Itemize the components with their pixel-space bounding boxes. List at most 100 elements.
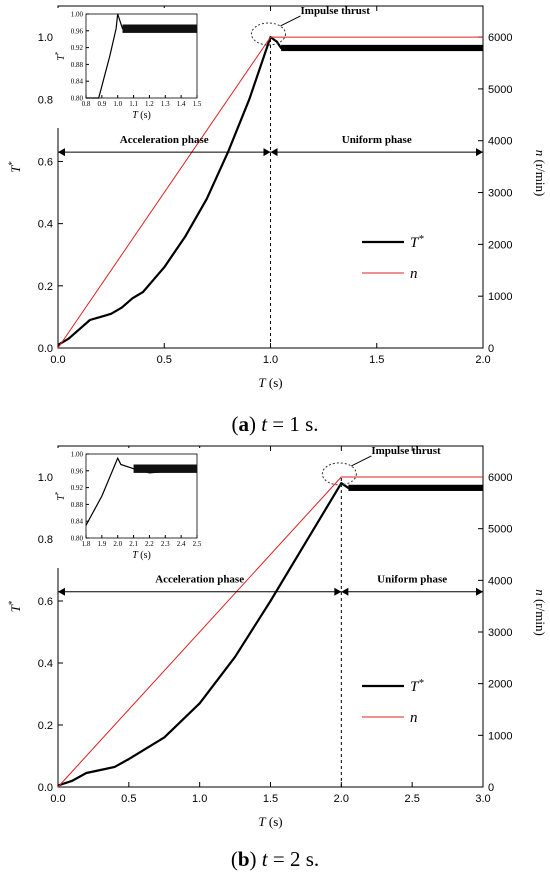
y-axis-label-left: T* bbox=[7, 600, 23, 612]
uniform-phase-label: Uniform phase bbox=[342, 134, 412, 146]
uniform-phase-label: Uniform phase bbox=[377, 574, 447, 586]
arrow-head-right bbox=[476, 148, 483, 157]
y-tick-label-left: 1.0 bbox=[38, 472, 53, 484]
impulse-marker bbox=[321, 462, 357, 486]
inset-y-tick-label: 0.92 bbox=[71, 44, 84, 52]
inset-y-tick-label: 1.00 bbox=[71, 11, 84, 19]
inset-y-tick-label: 0.96 bbox=[71, 467, 84, 475]
x-tick-label: 0.5 bbox=[157, 354, 172, 366]
y-tick-label-right: 5000 bbox=[488, 84, 512, 96]
x-tick-label: 1.0 bbox=[263, 354, 278, 366]
inset-x-tick-label: 1.3 bbox=[161, 100, 170, 108]
inset-x-tick-label: 2.3 bbox=[161, 540, 170, 548]
inset-y-tick-label: 0.84 bbox=[71, 518, 84, 526]
y-axis-label-left: T* bbox=[7, 161, 23, 173]
panel-caption: (b) t = 2 s. bbox=[231, 847, 319, 871]
x-tick-label: 1.5 bbox=[369, 354, 384, 366]
y-tick-label-right: 6000 bbox=[488, 32, 512, 44]
acceleration-arrow bbox=[58, 148, 271, 157]
uniform-arrow bbox=[341, 587, 483, 596]
inset-x-tick-label: 2.4 bbox=[177, 540, 186, 548]
y-tick-label-left: 0.2 bbox=[38, 720, 53, 732]
inset-x-tick-label: 2.1 bbox=[129, 540, 138, 548]
acceleration-arrow bbox=[58, 587, 342, 596]
impulse-leader bbox=[280, 15, 301, 27]
y-tick-label-right: 1000 bbox=[488, 730, 512, 742]
legend: T* n bbox=[362, 234, 424, 282]
inset-y-label: T* bbox=[54, 51, 67, 61]
y-tick-label-left: 0.8 bbox=[38, 534, 53, 546]
x-tick-label: 2.0 bbox=[334, 793, 349, 805]
series-line-n bbox=[57, 36, 483, 349]
x-tick-label: 3.0 bbox=[475, 793, 490, 805]
impulse-thrust-label: Impulse thrust bbox=[371, 445, 441, 457]
arrow-head-right bbox=[476, 587, 483, 596]
inset-x-tick-label: 1.2 bbox=[145, 100, 154, 108]
impulse-marker bbox=[251, 22, 286, 46]
uniform-arrow bbox=[270, 148, 483, 157]
y-tick-label-left: 0.0 bbox=[38, 782, 53, 794]
impulse-leader bbox=[351, 455, 372, 467]
y-tick-label-right: 2000 bbox=[488, 239, 512, 251]
y-tick-label-right: 1000 bbox=[488, 291, 512, 303]
arrow-head-right bbox=[263, 148, 271, 157]
y-tick-label-left: 0.4 bbox=[38, 219, 53, 231]
x-tick-label: 1.5 bbox=[263, 793, 278, 805]
x-tick-label: 2.0 bbox=[475, 354, 490, 366]
legend-label: n bbox=[410, 710, 418, 726]
inset-x-tick-label: 1.1 bbox=[129, 100, 138, 108]
inset-y-tick-label: 0.96 bbox=[71, 27, 84, 35]
inset-x-tick-label: 2.5 bbox=[193, 540, 202, 548]
x-axis-label: T (s) bbox=[258, 814, 282, 829]
inset-x-tick-label: 1.9 bbox=[97, 540, 106, 548]
inset-y-tick-label: 0.80 bbox=[71, 95, 84, 103]
y-tick-label-left: 0.6 bbox=[38, 596, 53, 608]
x-tick-label: 0.0 bbox=[50, 793, 65, 805]
uniform-oscillation-band bbox=[281, 44, 483, 52]
inset-x-tick-label: 2.2 bbox=[145, 540, 154, 548]
inset-x-label: T (s) bbox=[132, 550, 151, 561]
inset-x-tick-label: 0.9 bbox=[97, 100, 106, 108]
y-tick-label-right: 5000 bbox=[488, 524, 512, 536]
inset-oscillation-band bbox=[122, 24, 197, 33]
y-tick-label-right: 3000 bbox=[488, 627, 512, 639]
arrow-head-left bbox=[270, 148, 278, 157]
legend-label: n bbox=[410, 266, 418, 282]
panel-caption: (a) t = 1 s. bbox=[231, 412, 318, 436]
y-tick-label-left: 0.0 bbox=[38, 343, 53, 355]
arrow-head-left bbox=[58, 587, 65, 596]
y-tick-label-right: 6000 bbox=[488, 472, 512, 484]
legend: T* n bbox=[362, 678, 424, 726]
inset-x-tick-label: 1.5 bbox=[193, 100, 202, 108]
inset-y-label: T* bbox=[54, 491, 67, 501]
y-axis-label-right: n (r/min) bbox=[533, 589, 548, 636]
inset-x-tick-label: 2.0 bbox=[113, 540, 122, 548]
y-tick-label-right: 2000 bbox=[488, 679, 512, 691]
inset-y-tick-label: 1.00 bbox=[71, 451, 84, 459]
legend-label: T* bbox=[410, 678, 424, 696]
series-line-T-star bbox=[57, 35, 483, 346]
inset-x-tick-label: 1.8 bbox=[82, 540, 91, 548]
x-tick-label: 0.5 bbox=[121, 793, 136, 805]
acceleration-phase-label: Acceleration phase bbox=[120, 134, 209, 146]
y-tick-label-left: 0.4 bbox=[38, 658, 53, 670]
uniform-oscillation-band bbox=[348, 484, 483, 491]
chart-panel-b: 0.0 0.5 1.0 1.5 2.0 2.5 3.00.00.20.40.60.81.00… bbox=[7, 445, 548, 871]
y-tick-label-left: 0.2 bbox=[38, 281, 53, 293]
inset-y-tick-label: 0.88 bbox=[71, 501, 84, 509]
arrow-head-right bbox=[334, 587, 342, 596]
arrow-head-left bbox=[58, 148, 65, 157]
inset-frame bbox=[85, 13, 198, 99]
y-tick-label-right: 4000 bbox=[488, 136, 512, 148]
y-tick-label-right: 0 bbox=[488, 782, 494, 794]
inset-chart: 0.8 0.9 1.0 1.1 1.2 1.3 1.4 1.5 0.80 0.84 0.88 0.92… bbox=[54, 8, 203, 128]
series-line-n bbox=[57, 476, 483, 788]
x-tick-label: 1.0 bbox=[192, 793, 207, 805]
legend-label: T* bbox=[410, 234, 424, 252]
y-axis-label-right: n (r/min) bbox=[533, 150, 548, 197]
inset-y-tick-label: 0.88 bbox=[71, 61, 84, 69]
y-tick-label-left: 0.8 bbox=[38, 94, 53, 106]
chart-panel-a: 0.0 0.5 1.0 1.5 2.00.00.20.40.60.81.00100020… bbox=[7, 5, 548, 436]
inset-oscillation-band bbox=[133, 464, 197, 473]
